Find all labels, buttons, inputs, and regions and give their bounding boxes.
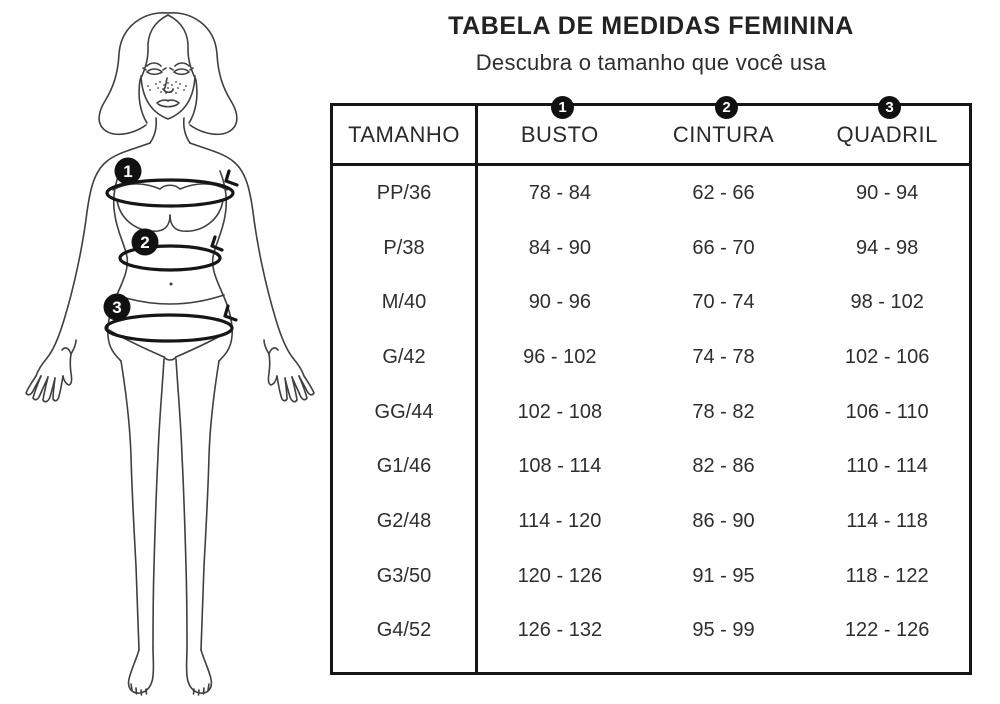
- size-cell: PP/36: [376, 181, 432, 204]
- belly-button: [169, 282, 173, 286]
- quadril-cell: 106 - 110: [845, 400, 929, 423]
- size-cell: G1/46: [376, 455, 432, 478]
- quadril-cell: 122 - 126: [844, 619, 930, 642]
- size-column: TAMANHO PP/36 P/38 M/40 G/42 GG/44 G1/46…: [333, 106, 478, 672]
- heading-block: TABELA DE MEDIDAS FEMININA Descubra o ta…: [330, 12, 972, 76]
- bust-lines: [112, 183, 228, 232]
- cintura-cell: 95 - 99: [692, 619, 755, 642]
- column-header-busto: BUSTO: [520, 121, 599, 147]
- female-figure-panel: 1 2 3: [0, 0, 340, 704]
- size-cell: G3/50: [376, 564, 432, 587]
- measurements-section: BUSTO CINTURA QUADRIL 78 - 84 62 - 66 90…: [478, 106, 969, 672]
- cintura-cell: 66 - 70: [692, 236, 755, 259]
- size-cell: G/42: [382, 345, 426, 368]
- hair: [98, 12, 238, 136]
- table-marker-2-icon: 2: [715, 96, 738, 119]
- cintura-cell: 91 - 95: [692, 564, 755, 587]
- hip-measure-ring: [104, 304, 238, 343]
- table-row: 90 - 96 70 - 74 98 - 102: [478, 275, 969, 330]
- column-header-tamanho: TAMANHO: [333, 106, 475, 166]
- busto-cell: 108 - 114: [518, 455, 602, 478]
- left-hand: [25, 339, 77, 403]
- size-cell: P/38: [383, 236, 425, 259]
- quadril-cell: 94 - 98: [856, 236, 919, 259]
- table-row: 108 - 114 82 - 86 110 - 114: [478, 439, 969, 494]
- cintura-cell: 70 - 74: [692, 291, 755, 314]
- column-header-cintura: CINTURA: [672, 121, 775, 147]
- cintura-cell: 62 - 66: [692, 181, 755, 204]
- cintura-cell: 86 - 90: [692, 509, 755, 532]
- waist-measure-ring: [118, 235, 224, 272]
- female-figure-illustration: 1 2 3: [25, 12, 315, 696]
- busto-cell: 102 - 108: [517, 400, 603, 423]
- busto-cell: 90 - 96: [528, 291, 591, 314]
- table-row: 96 - 102 74 - 78 102 - 106: [478, 330, 969, 385]
- quadril-cell: 114 - 118: [846, 509, 928, 532]
- body-outline: [46, 117, 294, 362]
- busto-cell: 84 - 90: [528, 236, 591, 259]
- page-subtitle: Descubra o tamanho que você usa: [475, 50, 827, 75]
- cintura-cell: 78 - 82: [692, 400, 755, 423]
- column-header-quadril: QUADRIL: [836, 121, 938, 147]
- table-row: 126 - 132 95 - 99 122 - 126: [478, 603, 969, 658]
- size-cell: G2/48: [376, 509, 432, 532]
- busto-cell: 120 - 126: [517, 564, 603, 587]
- busto-cell: 114 - 120: [518, 509, 602, 532]
- table-row: 120 - 126 91 - 95 118 - 122: [478, 549, 969, 604]
- table-marker-1-icon: 1: [551, 96, 574, 119]
- quadril-cell: 110 - 114: [846, 455, 928, 478]
- size-table: 1 2 3 TAMANHO PP/36 P/38 M/40 G/42 GG/44…: [330, 96, 972, 675]
- quadril-cell: 90 - 94: [856, 181, 919, 204]
- table-row: 102 - 108 78 - 82 106 - 110: [478, 385, 969, 440]
- svg-text:2: 2: [140, 233, 149, 252]
- table-row: 114 - 120 86 - 90 114 - 118: [478, 494, 969, 549]
- legs: [120, 358, 220, 651]
- bust-measure-ring: [105, 169, 239, 208]
- table-marker-3-icon: 3: [878, 96, 901, 119]
- figure-marker-1-icon: 1: [114, 157, 142, 185]
- feet: [127, 647, 213, 696]
- cintura-cell: 74 - 78: [692, 345, 755, 368]
- table-row: 84 - 90 66 - 70 94 - 98: [478, 221, 969, 276]
- busto-cell: 78 - 84: [528, 181, 591, 204]
- size-cell: G4/52: [376, 619, 432, 642]
- freckles: [147, 81, 187, 94]
- quadril-cell: 98 - 102: [850, 291, 924, 314]
- busto-cell: 126 - 132: [517, 619, 603, 642]
- face: [140, 62, 196, 120]
- quadril-cell: 102 - 106: [844, 345, 930, 368]
- quadril-cell: 118 - 122: [845, 564, 929, 587]
- figure-marker-3-icon: 3: [103, 293, 131, 321]
- busto-cell: 96 - 102: [523, 345, 597, 368]
- cintura-cell: 82 - 86: [692, 455, 755, 478]
- table-row: 78 - 84 62 - 66 90 - 94: [478, 166, 969, 221]
- page-title: TABELA DE MEDIDAS FEMININA: [448, 12, 854, 40]
- figure-marker-2-icon: 2: [131, 228, 159, 256]
- right-hand: [263, 339, 315, 403]
- size-cell: M/40: [381, 291, 427, 314]
- svg-text:1: 1: [123, 162, 132, 181]
- svg-text:3: 3: [112, 298, 121, 317]
- size-cell: GG/44: [374, 400, 434, 423]
- measure-header-row: BUSTO CINTURA QUADRIL: [478, 106, 969, 166]
